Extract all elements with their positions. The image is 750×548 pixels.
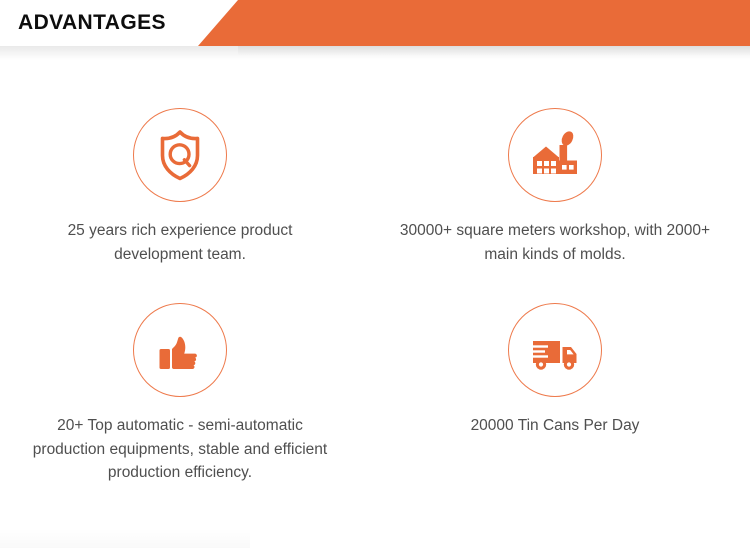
header-shadow [0, 46, 750, 60]
advantages-grid: 25 years rich experience product develop… [0, 62, 750, 532]
page-header: ADVANTAGES [0, 0, 750, 46]
header-shadow-right [238, 46, 750, 56]
feature-text: 30000+ square meters workshop, with 2000… [399, 222, 711, 263]
shield-quality-icon [151, 126, 209, 184]
feature-icon-circle [508, 108, 602, 202]
factory-icon [526, 126, 584, 184]
delivery-truck-icon [526, 321, 584, 379]
feature-icon-circle [133, 108, 227, 202]
feature-icon-circle [133, 303, 227, 397]
thumbs-up-icon [151, 321, 209, 379]
feature-item-workshop: 30000+ square meters workshop, with 2000… [360, 62, 750, 263]
feature-icon-circle [508, 303, 602, 397]
header-orange-banner [198, 0, 750, 46]
feature-text: 20+ Top automatic - semi-automatic produ… [32, 417, 328, 482]
feature-text: 20000 Tin Cans Per Day [470, 417, 640, 434]
page-title: ADVANTAGES [18, 11, 166, 34]
feature-text: 25 years rich experience product develop… [67, 222, 293, 263]
feature-item-quality: 25 years rich experience product develop… [0, 62, 360, 263]
feature-item-equipment: 20+ Top automatic - semi-automatic produ… [0, 257, 360, 481]
feature-item-capacity: 20000 Tin Cans Per Day [360, 257, 750, 452]
